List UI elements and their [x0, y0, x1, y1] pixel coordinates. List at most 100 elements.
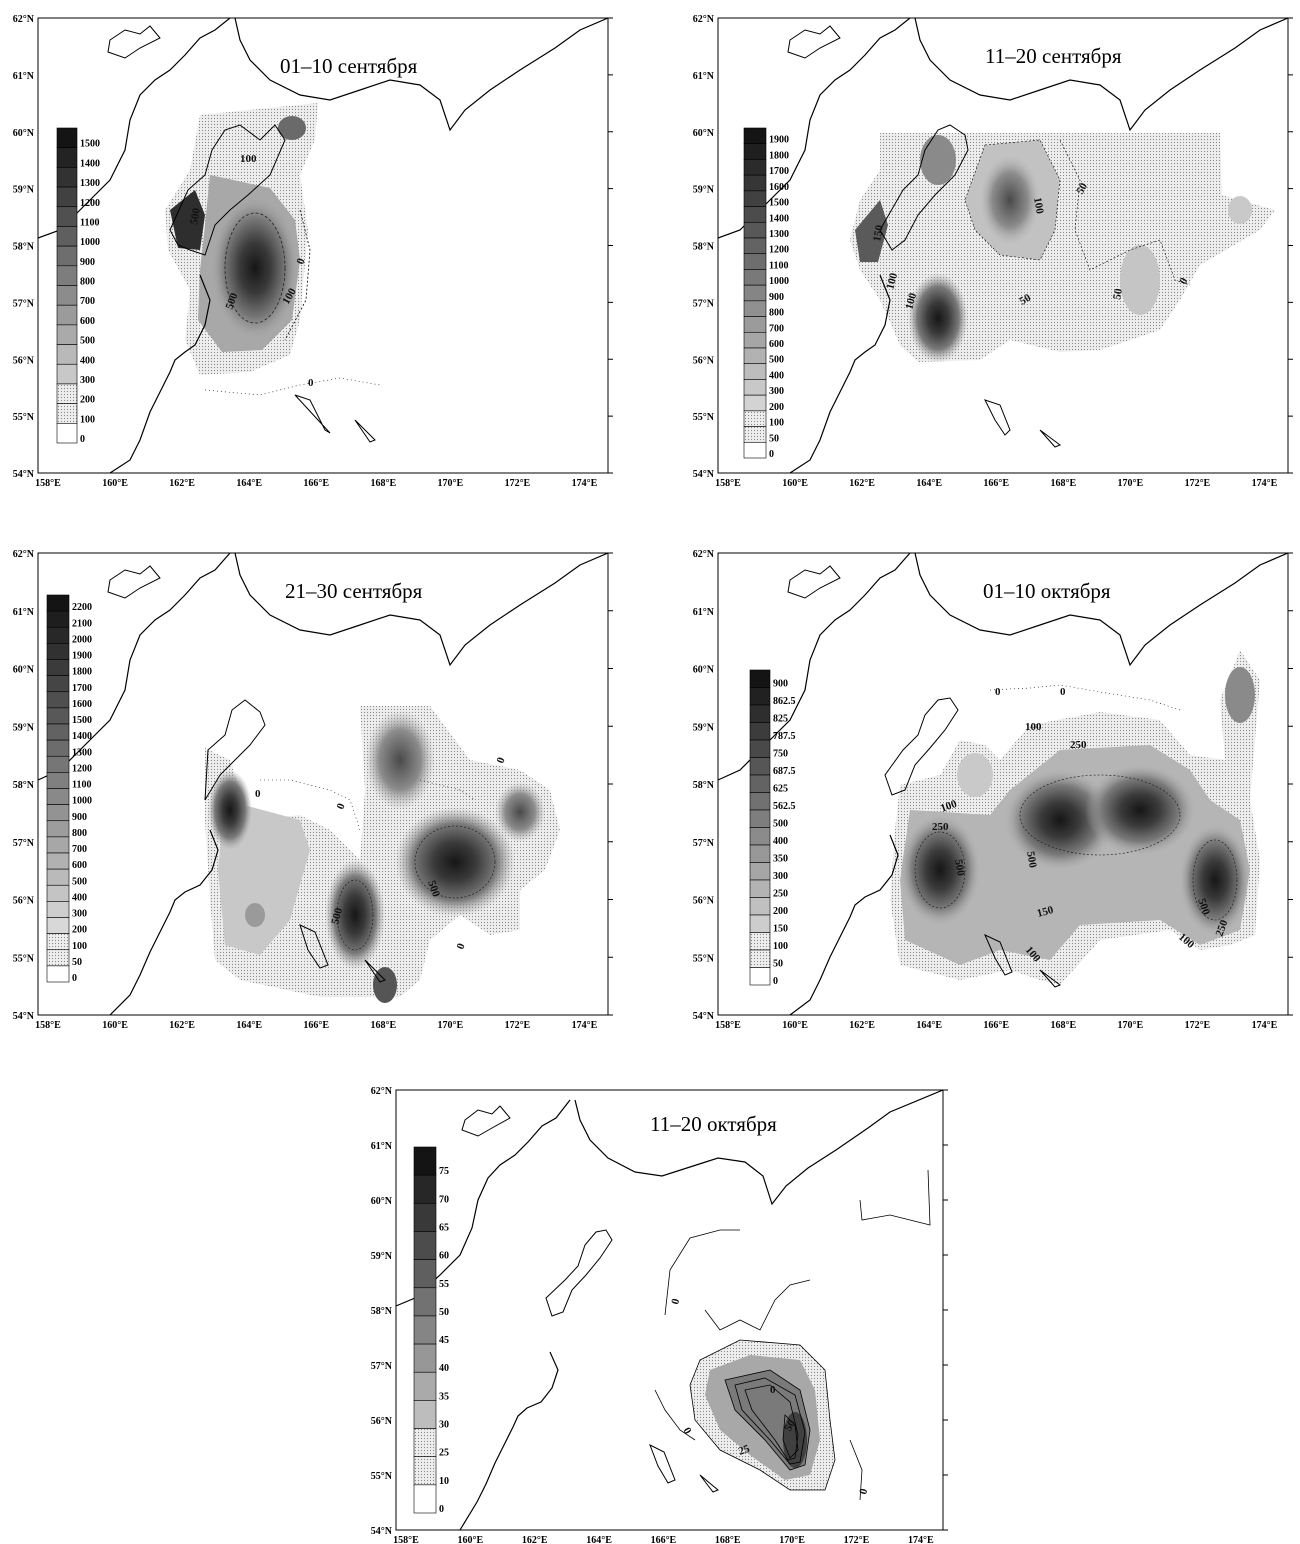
- legend-label: 300: [773, 871, 788, 882]
- legend-swatch: [743, 300, 767, 317]
- legend-label: 1000: [769, 276, 789, 287]
- legend-label: 1200: [72, 763, 92, 774]
- lon-tick-label: 172°E: [505, 1020, 531, 1031]
- legend-swatch: [46, 755, 70, 773]
- legend-swatch: [46, 868, 70, 886]
- lon-tick-label: 162°E: [522, 1535, 548, 1544]
- legend-swatch: [413, 1174, 437, 1204]
- legend-swatch: [743, 237, 767, 255]
- legend-swatch: [743, 206, 767, 223]
- lat-tick-label: 55°N: [693, 412, 715, 423]
- lon-tick-label: 158°E: [35, 478, 61, 489]
- lat-tick-label: 61°N: [693, 607, 715, 618]
- lat-tick-label: 54°N: [693, 1011, 715, 1022]
- lat-tick-label: 57°N: [371, 1361, 393, 1372]
- lon-tick-label: 160°E: [782, 478, 808, 489]
- contour-label: 0: [995, 686, 1001, 698]
- lat-tick-label: 59°N: [371, 1251, 393, 1262]
- legend-swatch: [56, 403, 78, 424]
- panel-title: 11–20 сентября: [985, 44, 1122, 68]
- contour-label: 100: [939, 798, 959, 815]
- legend-label: 60: [439, 1251, 449, 1262]
- legend-label: 1500: [80, 139, 100, 150]
- legend-label: 1400: [769, 213, 789, 224]
- lon-tick-label: 170°E: [779, 1535, 805, 1544]
- legend-swatch: [413, 1400, 437, 1429]
- legend-label: 800: [769, 308, 784, 319]
- contour-label: 150: [1036, 904, 1056, 920]
- lat-tick-label: 55°N: [693, 953, 715, 964]
- contour-label: 50: [1111, 287, 1125, 300]
- legend-label: 600: [769, 339, 784, 350]
- lon-tick-label: 162°E: [849, 1020, 875, 1031]
- lon-tick-label: 160°E: [102, 478, 128, 489]
- lat-tick-label: 60°N: [693, 128, 715, 139]
- legend-label: 100: [80, 414, 95, 425]
- legend-swatch: [413, 1287, 437, 1317]
- legend-swatch: [46, 965, 70, 983]
- legend-label: 0: [72, 973, 77, 984]
- legend-swatch: [749, 862, 771, 881]
- legend-swatch: [413, 1146, 437, 1176]
- contour-label: 500: [1195, 897, 1212, 917]
- lat-tick-label: 56°N: [13, 355, 35, 366]
- legend-label: 1100: [769, 260, 788, 271]
- lon-tick-label: 174°E: [1252, 1020, 1278, 1031]
- lat-tick-label: 60°N: [693, 665, 715, 676]
- lat-tick-label: 58°N: [693, 242, 715, 253]
- legend-label: 1300: [80, 178, 100, 189]
- contour-label: 0: [1060, 686, 1066, 698]
- legend-swatch: [749, 774, 771, 793]
- lon-tick-label: 168°E: [370, 1020, 396, 1031]
- lat-tick-label: 62°N: [13, 549, 35, 560]
- lon-tick-label: 164°E: [236, 1020, 262, 1031]
- legend-swatch: [743, 316, 767, 333]
- lat-tick-label: 55°N: [371, 1471, 393, 1482]
- panel-01-10-oct: 0 0 100 250 100 250 500 500 150 100 500 …: [693, 549, 1293, 1031]
- lon-tick-label: 160°E: [102, 1020, 128, 1031]
- lat-tick-label: 57°N: [693, 838, 715, 849]
- legend-label: 2100: [72, 618, 92, 629]
- legend-label: 1100: [72, 780, 91, 791]
- contour-label: 0: [1177, 275, 1190, 286]
- legend-swatch: [743, 394, 767, 412]
- lat-tick-label: 58°N: [371, 1306, 393, 1317]
- contour-label: 0: [335, 801, 348, 811]
- legend-label: 862.5: [773, 696, 796, 707]
- lon-tick-label: 164°E: [916, 1020, 942, 1031]
- lon-tick-label: 172°E: [1185, 1020, 1211, 1031]
- legend-swatch: [46, 707, 70, 725]
- legend-swatch: [749, 792, 771, 811]
- legend-label: 1600: [72, 699, 92, 710]
- lon-tick-label: 158°E: [393, 1535, 419, 1544]
- legend-label: 625: [773, 784, 788, 795]
- lat-tick-label: 56°N: [13, 896, 35, 907]
- legend-label: 1200: [80, 198, 100, 209]
- legend-label: 700: [72, 844, 87, 855]
- legend-swatch: [46, 884, 70, 902]
- legend-swatch: [749, 932, 771, 951]
- lat-tick-label: 60°N: [13, 128, 35, 139]
- lat-tick-label: 61°N: [13, 607, 35, 618]
- legend-swatch: [413, 1231, 437, 1260]
- legend-swatch: [743, 441, 767, 459]
- legend-swatch: [56, 383, 78, 404]
- contour-label: 250: [932, 821, 949, 833]
- legend-label: 1900: [72, 651, 92, 662]
- lat-tick-label: 58°N: [13, 780, 35, 791]
- lon-tick-label: 168°E: [1050, 478, 1076, 489]
- legend-swatch: [743, 174, 767, 192]
- legend-swatch: [46, 739, 70, 757]
- legend-swatch: [56, 423, 78, 444]
- legend-label: 200: [769, 402, 784, 413]
- legend-swatch: [743, 410, 767, 427]
- legend-label: 300: [72, 909, 87, 920]
- legend-label: 50: [72, 957, 82, 968]
- legend-swatch: [413, 1456, 437, 1486]
- legend-swatch: [46, 643, 70, 660]
- legend-label: 75: [439, 1166, 449, 1177]
- legend-swatch: [46, 933, 70, 951]
- contour-label: 0: [680, 1426, 693, 1437]
- legend-label: 1500: [769, 198, 789, 209]
- legend-label: 1800: [769, 150, 789, 161]
